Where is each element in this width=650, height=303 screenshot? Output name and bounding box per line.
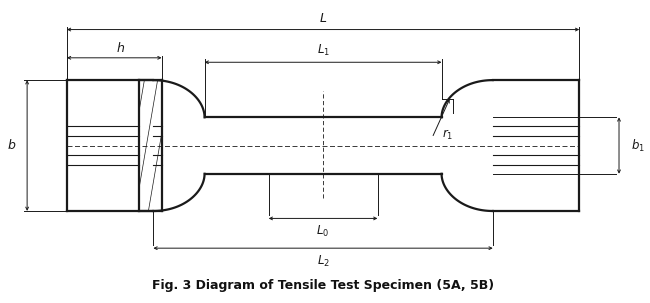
Text: b: b <box>8 139 16 152</box>
Text: L: L <box>320 12 326 25</box>
Text: Fig. 3 Diagram of Tensile Test Specimen (5A, 5B): Fig. 3 Diagram of Tensile Test Specimen … <box>152 279 494 292</box>
Text: $b_1$: $b_1$ <box>630 138 645 154</box>
Text: $L_1$: $L_1$ <box>317 43 330 58</box>
Text: h: h <box>117 42 125 55</box>
Text: $L_0$: $L_0$ <box>317 224 330 239</box>
Text: $r_1$: $r_1$ <box>441 128 453 142</box>
Text: $L_2$: $L_2$ <box>317 254 330 269</box>
